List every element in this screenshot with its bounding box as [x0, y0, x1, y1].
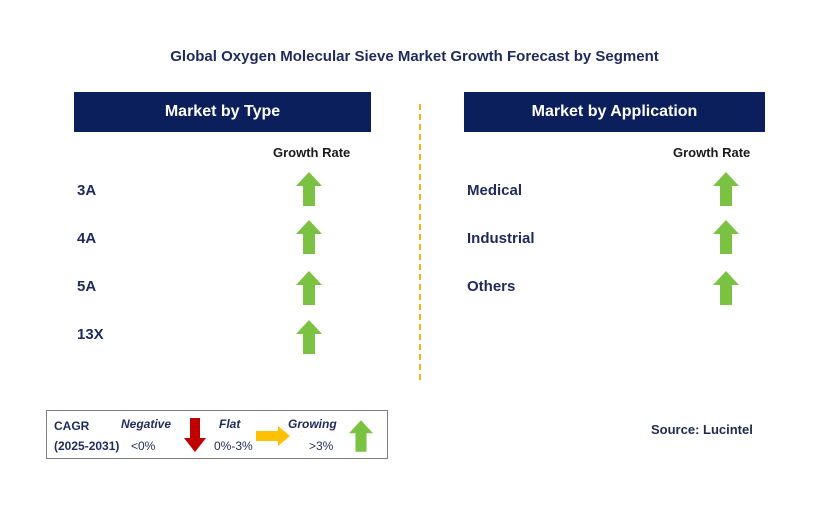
panel-divider — [419, 104, 421, 380]
arrow-down-icon — [184, 418, 206, 452]
right-growth-rate-label: Growth Rate — [673, 145, 751, 160]
cagr-legend: CAGR (2025-2031) Negative <0% Flat 0%-3%… — [46, 410, 388, 459]
arrow-up-icon — [296, 172, 322, 206]
arrow-up-icon — [713, 172, 739, 206]
legend-flat-label: Flat — [219, 417, 241, 431]
market-by-type-header: Market by Type — [74, 92, 371, 132]
legend-growing-range: >3% — [309, 439, 334, 453]
type-row-label: 3A — [77, 182, 97, 199]
legend-growing-label: Growing — [288, 417, 337, 431]
legend-negative-label: Negative — [121, 417, 172, 431]
application-row-label: Medical — [467, 182, 523, 199]
application-row-label: Industrial — [467, 230, 535, 247]
type-row-label: 5A — [77, 278, 97, 295]
arrow-up-icon — [349, 420, 373, 452]
application-row-label: Others — [467, 278, 516, 295]
arrow-up-icon — [713, 220, 739, 254]
legend-period: (2025-2031) — [54, 439, 120, 453]
arrow-up-icon — [713, 271, 739, 305]
legend-flat-range: 0%-3% — [214, 439, 253, 453]
source-label: Source: Lucintel — [651, 422, 753, 437]
legend-cagr-label: CAGR — [54, 419, 90, 433]
left-growth-rate-label: Growth Rate — [273, 145, 351, 160]
legend-negative-range: <0% — [131, 439, 156, 453]
market-by-application-header: Market by Application — [464, 92, 765, 132]
type-row-label: 13X — [77, 326, 104, 343]
arrow-up-icon — [296, 220, 322, 254]
arrow-up-icon — [296, 320, 322, 354]
type-row-label: 4A — [77, 230, 97, 247]
arrow-up-icon — [296, 271, 322, 305]
arrow-right-icon — [256, 426, 290, 446]
page-title: Global Oxygen Molecular Sieve Market Gro… — [170, 48, 659, 65]
